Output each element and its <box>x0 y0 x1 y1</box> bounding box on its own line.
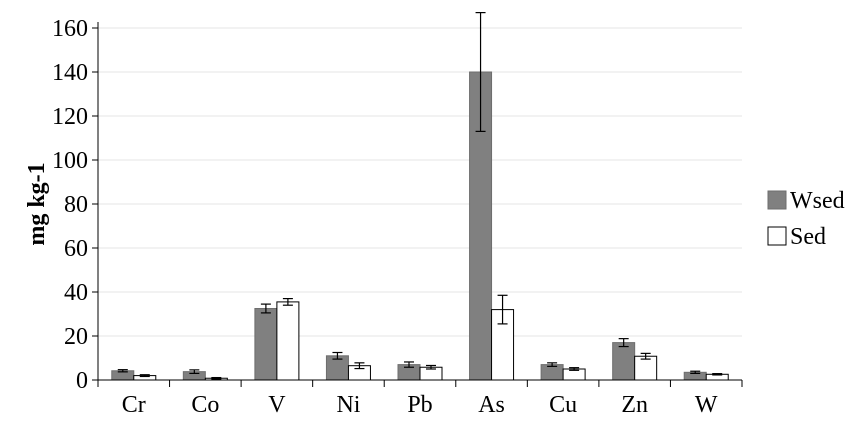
bar-sed-v <box>276 301 300 381</box>
bar-wsed-v <box>254 308 278 381</box>
y-tick-label-120: 120 <box>52 104 88 130</box>
bar-group <box>111 71 729 381</box>
gridlines <box>98 27 742 337</box>
legend-label-wsed: Wsed <box>790 188 845 214</box>
bar-wsed-zn <box>612 342 636 381</box>
error-bars <box>117 12 723 380</box>
y-tick-label-100: 100 <box>52 148 88 174</box>
legend-swatch-sed <box>767 226 787 246</box>
x-tick-label-co: Co <box>191 392 219 418</box>
x-tick-label-as: As <box>478 392 505 418</box>
y-axis-title: mg kg-1 <box>24 162 50 245</box>
bar-sed-zn <box>634 355 658 381</box>
x-tick-label-cr: Cr <box>122 392 146 418</box>
x-tick-label-cu: Cu <box>549 392 577 418</box>
x-tick-label-zn: Zn <box>621 392 648 418</box>
y-tick-labels: 0 20 40 60 80 100 120 140 160 <box>52 16 98 394</box>
x-tick-label-v: V <box>268 392 286 418</box>
x-tick-label-ni: Ni <box>336 392 360 418</box>
x-tick-label-pb: Pb <box>407 392 432 418</box>
axes <box>97 22 742 381</box>
legend: Wsed Sed <box>767 188 845 250</box>
legend-swatch-wsed <box>767 190 787 210</box>
legend-label-sed: Sed <box>790 224 826 250</box>
y-tick-label-140: 140 <box>52 60 88 86</box>
x-tick-label-w: W <box>695 392 718 418</box>
y-tick-label-20: 20 <box>64 324 88 350</box>
y-tick-label-60: 60 <box>64 236 88 262</box>
y-tick-label-160: 160 <box>52 16 88 42</box>
y-tick-label-0: 0 <box>76 368 88 394</box>
y-tick-label-80: 80 <box>64 192 88 218</box>
x-tick-labels: Cr Co V Ni Pb As Cu Zn W <box>97 380 743 418</box>
y-tick-label-40: 40 <box>64 280 88 306</box>
